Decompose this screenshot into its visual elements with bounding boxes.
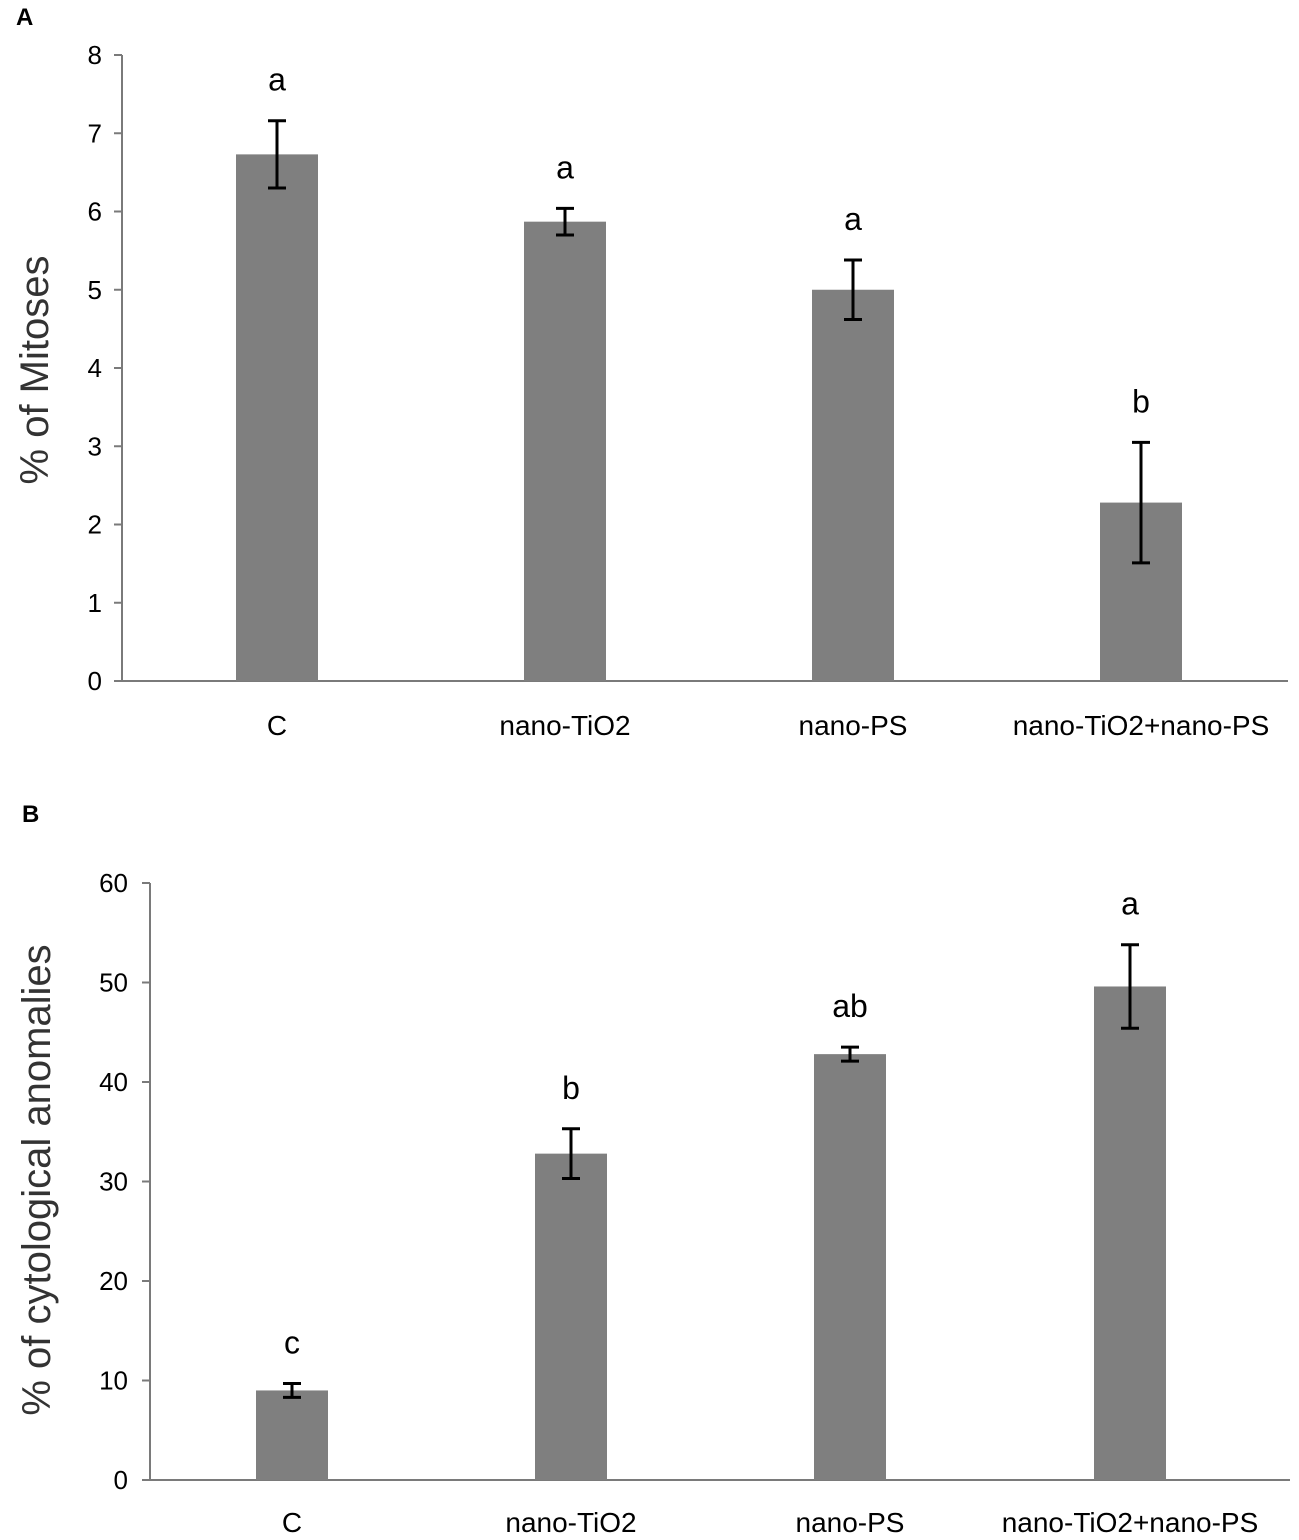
error-bar	[844, 258, 862, 321]
panel-b-chart: B % of cytological anomalies 0 10 20 30 40 50…	[15, 801, 1290, 1538]
y-tick-label: 8	[88, 40, 102, 70]
panel-a-y-axis-title: % of Mitoses	[13, 256, 57, 485]
error-bar	[1132, 440, 1150, 565]
category-label: nano-TiO2	[505, 1507, 636, 1538]
y-tick-label: 5	[88, 275, 102, 305]
y-tick-label: 6	[88, 197, 102, 227]
bar	[524, 221, 606, 682]
panel-a-error-bars	[268, 119, 1150, 565]
y-tick-label: 30	[99, 1167, 128, 1197]
significance-letter: a	[556, 149, 574, 185]
significance-letter: a	[268, 62, 286, 98]
bar	[814, 1054, 886, 1480]
y-tick-label: 40	[99, 1067, 128, 1097]
error-bar	[556, 206, 574, 237]
category-label: nano-PS	[799, 710, 908, 741]
y-tick-label: 60	[99, 868, 128, 898]
category-label: nano-TiO2+nano-PS	[1013, 710, 1270, 741]
category-label: nano-TiO2+nano-PS	[1002, 1507, 1259, 1538]
significance-letter: b	[1132, 383, 1150, 419]
panel-a-significance-letters: a a a b	[268, 62, 1150, 420]
bar	[535, 1153, 607, 1480]
panel-b-y-ticks: 0 10 20 30 40 50 60	[99, 868, 150, 1495]
y-tick-label: 7	[88, 118, 102, 148]
panel-b-significance-letters: c b ab a	[284, 886, 1139, 1361]
y-tick-label: 1	[88, 588, 102, 618]
y-tick-label: 10	[99, 1366, 128, 1396]
panel-b-y-axis-title: % of cytological anomalies	[15, 944, 59, 1415]
bar	[256, 1390, 328, 1480]
significance-letter: a	[844, 201, 862, 237]
significance-letter: c	[284, 1324, 300, 1360]
bar	[236, 154, 318, 681]
error-bar	[283, 1381, 301, 1399]
significance-letter: b	[562, 1070, 580, 1106]
significance-letter: ab	[832, 988, 868, 1024]
y-tick-label: 4	[88, 353, 102, 383]
panel-a-y-ticks: 0 1 2 3 4 5 6 7 8	[88, 40, 122, 696]
category-label: nano-TiO2	[499, 710, 630, 741]
bar	[1094, 986, 1166, 1480]
error-bar	[1121, 943, 1139, 1030]
y-tick-label: 50	[99, 968, 128, 998]
panel-b-label: B	[22, 801, 39, 828]
panel-a-bars	[236, 154, 1182, 682]
error-bar	[268, 119, 286, 190]
panel-a-label: A	[16, 4, 33, 31]
y-tick-label: 0	[114, 1465, 128, 1495]
significance-letter: a	[1121, 886, 1139, 922]
y-tick-label: 20	[99, 1266, 128, 1296]
panel-b-bars	[256, 986, 1166, 1480]
y-tick-label: 2	[88, 510, 102, 540]
bar	[812, 289, 894, 681]
category-label: C	[282, 1507, 302, 1538]
error-bar	[841, 1045, 859, 1063]
error-bar	[562, 1127, 580, 1181]
category-label: C	[267, 710, 287, 741]
category-label: nano-PS	[796, 1507, 905, 1538]
y-tick-label: 0	[88, 666, 102, 696]
y-tick-label: 3	[88, 431, 102, 461]
panel-b-error-bars	[283, 943, 1139, 1399]
